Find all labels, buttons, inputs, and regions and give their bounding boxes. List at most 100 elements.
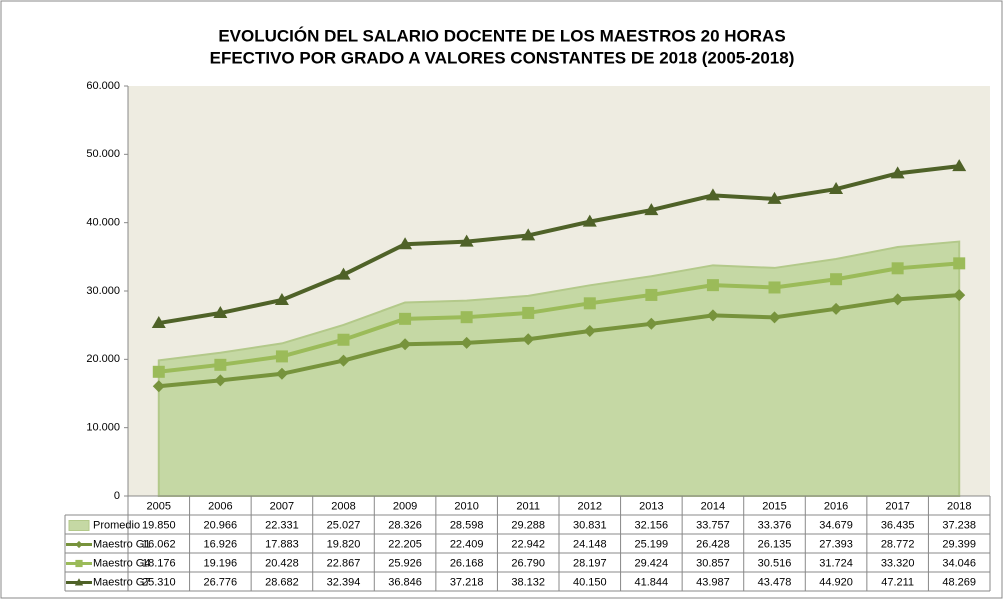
- table-value: 16.926: [204, 538, 238, 550]
- table-value: 26.776: [204, 576, 238, 588]
- marker: [830, 302, 843, 315]
- chart-title: EVOLUCIÓN DEL SALARIO DOCENTE DE LOS MAE…: [218, 26, 785, 45]
- table-value: 30.857: [696, 557, 730, 569]
- table-value: 34.679: [819, 519, 853, 531]
- marker: [768, 311, 781, 324]
- table-value: 28.598: [450, 519, 484, 531]
- x-tick-label: 2015: [762, 500, 786, 512]
- table-value: 44.920: [819, 576, 853, 588]
- marker: [522, 333, 535, 346]
- table-value: 25.926: [388, 557, 422, 569]
- x-tick-label: 2014: [701, 500, 725, 512]
- x-tick-label: 2011: [516, 500, 540, 512]
- table-value: 29.424: [635, 557, 669, 569]
- x-tick-label: 2016: [824, 500, 848, 512]
- marker: [275, 367, 288, 380]
- table-value: 34.046: [942, 557, 976, 569]
- table-value: 22.205: [388, 538, 422, 550]
- y-tick-label: 0: [114, 490, 120, 502]
- x-tick-label: 2007: [270, 500, 294, 512]
- x-tick-label: 2005: [147, 500, 171, 512]
- legend-marker: [75, 559, 83, 568]
- y-tick-label: 30.000: [86, 285, 120, 297]
- marker: [336, 267, 351, 280]
- table-value: 22.331: [265, 519, 299, 531]
- table-value: 22.867: [327, 557, 361, 569]
- table-value: 37.218: [450, 576, 484, 588]
- table-value: 33.376: [758, 519, 792, 531]
- table-value: 19.820: [327, 538, 361, 550]
- marker: [214, 358, 227, 371]
- marker: [459, 234, 474, 247]
- marker: [706, 279, 719, 292]
- table-value: 43.478: [758, 576, 792, 588]
- marker: [891, 262, 904, 275]
- y-tick-label: 20.000: [86, 353, 120, 365]
- marker: [151, 316, 166, 329]
- line: [158, 164, 960, 326]
- table-value: 40.150: [573, 576, 607, 588]
- legend-marker: [74, 578, 84, 586]
- marker: [522, 306, 535, 319]
- table-value: 26.428: [696, 538, 730, 550]
- marker: [768, 281, 781, 294]
- marker: [645, 317, 658, 330]
- table-value: 28.772: [881, 538, 915, 550]
- table-value: 30.831: [573, 519, 607, 531]
- x-tick-label: 2008: [331, 500, 355, 512]
- marker: [275, 350, 288, 363]
- marker: [582, 214, 597, 227]
- marker: [767, 191, 782, 204]
- marker: [583, 324, 596, 337]
- legend-label: Maestro G7: [93, 576, 150, 588]
- x-tick-label: 2012: [578, 500, 602, 512]
- legend-label: Maestro G1: [93, 538, 150, 550]
- table-value: 28.326: [388, 519, 422, 531]
- table-value: 33.757: [696, 519, 730, 531]
- table-value: 17.883: [265, 538, 299, 550]
- table-value: 43.987: [696, 576, 730, 588]
- marker: [953, 289, 966, 302]
- table-value: 25.199: [635, 538, 669, 550]
- table-value: 32.394: [327, 576, 361, 588]
- table-value: 31.724: [819, 557, 853, 569]
- table-value: 22.942: [511, 538, 545, 550]
- table-value: 28.197: [573, 557, 607, 569]
- table-value: 30.516: [758, 557, 792, 569]
- marker: [152, 380, 165, 393]
- table-value: 29.288: [511, 519, 545, 531]
- marker: [398, 237, 413, 250]
- table-value: 22.409: [450, 538, 484, 550]
- legend-key: [68, 520, 90, 531]
- marker: [952, 159, 967, 172]
- marker: [274, 293, 289, 306]
- marker: [953, 257, 966, 270]
- area: [157, 240, 961, 497]
- table-value: 36.846: [388, 576, 422, 588]
- marker: [705, 188, 720, 201]
- x-tick-label: 2006: [208, 500, 232, 512]
- line: [158, 261, 960, 374]
- marker: [830, 273, 843, 286]
- marker: [460, 311, 473, 324]
- marker: [337, 333, 350, 346]
- marker: [583, 297, 596, 310]
- table-value: 48.269: [942, 576, 976, 588]
- y-tick-label: 50.000: [86, 148, 120, 160]
- x-tick-label: 2017: [885, 500, 909, 512]
- marker: [213, 306, 228, 319]
- table-value: 20.428: [265, 557, 299, 569]
- table-value: 36.435: [881, 519, 915, 531]
- table-value: 25.027: [327, 519, 361, 531]
- line: [158, 293, 960, 389]
- x-tick-label: 2013: [639, 500, 663, 512]
- marker: [152, 365, 165, 378]
- marker: [644, 203, 659, 216]
- legend-label: Promedio: [93, 519, 140, 531]
- table-value: 41.844: [635, 576, 669, 588]
- marker: [891, 293, 904, 306]
- table-value: 33.320: [881, 557, 915, 569]
- table-value: 32.156: [635, 519, 669, 531]
- table-value: 19.850: [142, 519, 176, 531]
